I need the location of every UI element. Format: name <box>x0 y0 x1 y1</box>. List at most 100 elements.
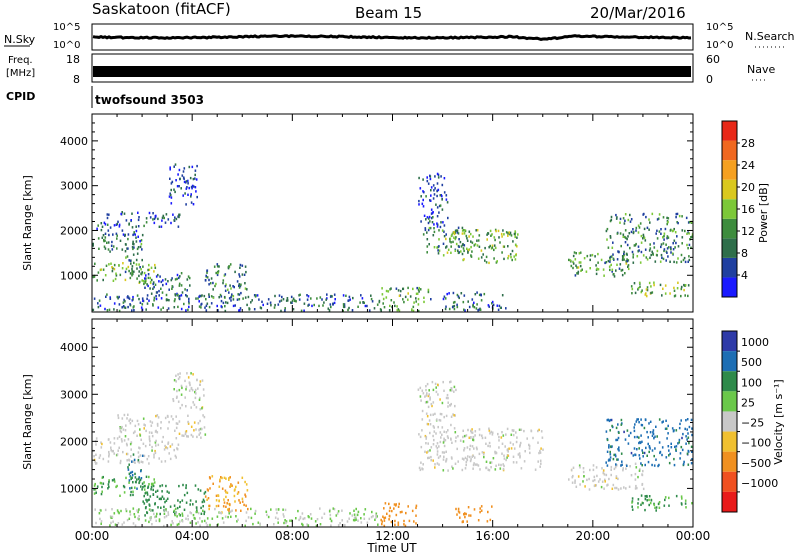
x-tick-label: 16:00 <box>475 529 510 543</box>
echo-cell <box>190 201 193 204</box>
echo-cell <box>651 463 653 467</box>
echo-cell <box>574 481 576 484</box>
echo-cell <box>614 453 617 456</box>
y-tick-label: 3000 <box>60 180 88 193</box>
echo-cell <box>101 236 104 239</box>
echo-cell <box>422 233 425 236</box>
echo-cell <box>637 286 640 290</box>
echo-cell <box>596 267 598 270</box>
echo-cell <box>159 512 161 516</box>
echo-cell <box>668 246 670 249</box>
echo-cell <box>593 475 596 479</box>
echo-cell <box>100 522 102 525</box>
echo-cell <box>221 476 223 480</box>
echo-cell <box>670 228 672 232</box>
echo-cell <box>637 231 640 234</box>
echo-cell <box>180 272 183 275</box>
echo-cell <box>118 309 121 313</box>
echo-cell <box>188 186 190 190</box>
echo-cell <box>422 205 425 208</box>
echo-cell <box>168 195 171 198</box>
echo-cell <box>116 453 119 456</box>
echo-cell <box>136 277 138 280</box>
echo-cell <box>528 447 531 450</box>
echo-cell <box>152 282 154 286</box>
echo-cell <box>102 475 104 479</box>
echo-cell <box>353 516 356 520</box>
echo-cell <box>577 266 580 269</box>
echo-cell <box>613 275 616 278</box>
echo-cell <box>444 307 447 311</box>
echo-cell <box>236 520 238 523</box>
echo-cell <box>580 269 582 272</box>
echo-cell <box>537 429 539 433</box>
echo-cell <box>463 258 465 261</box>
echo-cell <box>630 285 633 288</box>
echo-cell <box>241 273 244 276</box>
echo-cell <box>137 510 139 514</box>
echo-cell <box>169 166 171 169</box>
echo-cell <box>172 399 175 403</box>
echo-cell <box>112 520 114 523</box>
echo-cell <box>627 264 630 267</box>
echo-cell <box>538 451 540 455</box>
echo-cell <box>212 288 214 291</box>
echo-cell <box>404 295 407 299</box>
echo-cell <box>610 218 613 222</box>
echo-cell <box>199 524 201 527</box>
echo-cell <box>142 442 145 445</box>
echo-cell <box>629 431 632 435</box>
echo-cell <box>146 500 148 503</box>
echo-cell <box>224 305 226 308</box>
echo-cell <box>110 449 112 452</box>
echo-cell <box>442 458 445 461</box>
echo-cell <box>494 246 497 250</box>
echo-cell <box>179 372 181 375</box>
echo-cell <box>102 482 105 485</box>
echo-cell <box>183 508 186 511</box>
echo-cell <box>666 222 668 226</box>
echo-cell <box>176 422 179 425</box>
echo-cell <box>445 431 448 434</box>
echo-cell <box>100 492 103 496</box>
echo-cell <box>592 468 595 472</box>
echo-cell <box>642 455 644 458</box>
echo-cell <box>258 298 260 301</box>
echo-cell <box>397 521 400 524</box>
echo-cell <box>646 258 649 261</box>
echo-cell <box>190 185 193 189</box>
echo-cell <box>158 497 161 501</box>
velocity-colorbar-segment <box>722 491 737 512</box>
echo-cell <box>138 270 140 273</box>
echo-cell <box>95 443 97 446</box>
echo-cell <box>612 483 615 487</box>
echo-cell <box>634 423 636 426</box>
echo-cell <box>571 481 574 484</box>
echo-cell <box>355 507 357 511</box>
echo-cell <box>204 306 206 309</box>
echo-cell <box>421 429 423 432</box>
echo-cell <box>200 436 202 439</box>
echo-cell <box>163 516 166 519</box>
echo-cell <box>468 248 471 251</box>
echo-cell <box>500 232 503 236</box>
echo-cell <box>132 522 135 525</box>
echo-cell <box>238 309 240 312</box>
echo-cell <box>480 509 483 512</box>
echo-cell <box>178 513 181 516</box>
echo-cell <box>594 255 596 258</box>
echo-cell <box>170 196 173 199</box>
y-tick-label: 1000 <box>60 269 88 282</box>
echo-cell <box>648 445 651 448</box>
echo-cell <box>656 229 658 232</box>
echo-cell <box>579 466 581 469</box>
echo-cell <box>443 430 445 433</box>
echo-cell <box>136 247 139 251</box>
echo-cell <box>107 460 110 463</box>
echo-cell <box>403 519 405 523</box>
echo-cell <box>277 508 280 511</box>
echo-cell <box>112 245 115 248</box>
echo-cell <box>625 262 628 265</box>
echo-cell <box>483 292 486 296</box>
echo-cell <box>141 461 144 464</box>
